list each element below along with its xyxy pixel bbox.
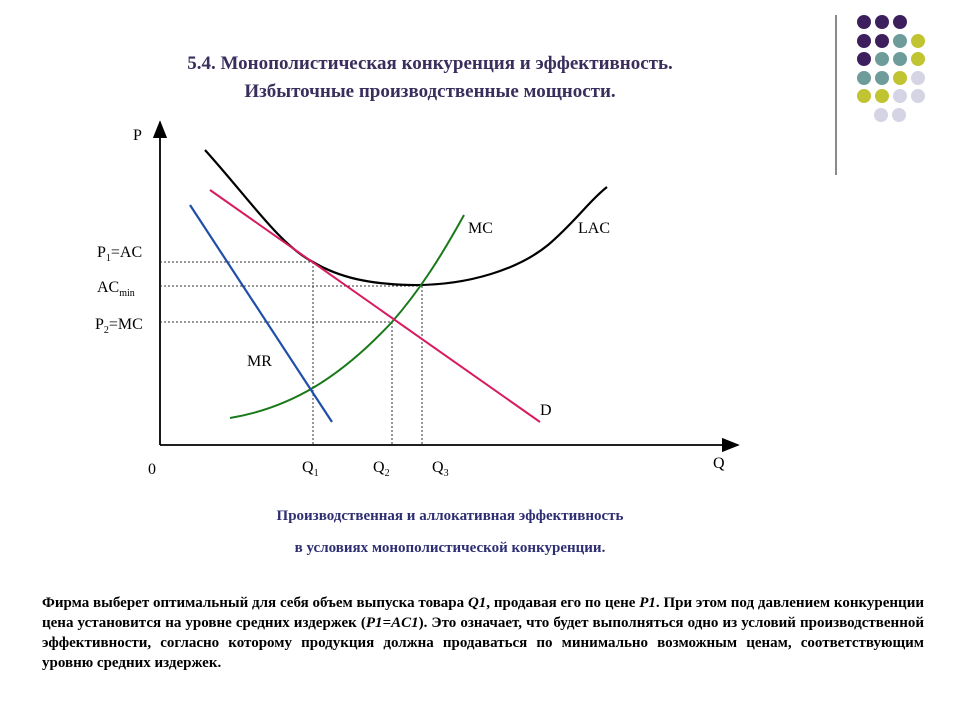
decorative-dot	[875, 52, 889, 66]
decorative-dot	[875, 15, 889, 29]
demand-label: D	[540, 402, 552, 419]
quantity-label-q2: Q2	[373, 459, 390, 479]
decorative-dot	[911, 70, 925, 85]
x-axis-label: Q	[713, 455, 725, 472]
decorative-dot	[911, 52, 925, 66]
paragraph-text-2: , продавая его по цене	[486, 595, 640, 611]
decorative-dot	[857, 33, 871, 48]
quantity-label-q3: Q3	[432, 459, 449, 479]
lac-curve	[204, 149, 608, 287]
origin-label: 0	[148, 461, 156, 478]
paragraph-text-3: . При этом под давлением конкуренции цен…	[42, 595, 924, 631]
decorative-dot	[857, 15, 871, 29]
decorative-dot	[874, 107, 888, 122]
decorative-dot	[893, 89, 907, 103]
decorative-dot	[857, 89, 871, 103]
decorative-dot	[857, 52, 871, 66]
demand-curve	[209, 189, 541, 423]
y-axis-label: P	[133, 127, 142, 144]
price-label-acmin: ACmin	[97, 279, 135, 299]
slide-title: 5.4. Монополистическая конкуренция и эфф…	[60, 50, 800, 106]
decorative-dot	[875, 33, 889, 48]
decorative-dot	[893, 33, 907, 48]
decorative-dot	[857, 70, 871, 85]
decorative-dot	[893, 70, 907, 85]
price-label-p2: P2=MC	[95, 316, 143, 336]
paragraph-p1ac1: P1=AC1	[365, 615, 419, 631]
mr-curve	[189, 204, 333, 423]
title-line-1: 5.4. Монополистическая конкуренция и эфф…	[187, 53, 673, 74]
price-label-p1: P1=AC	[97, 244, 142, 264]
caption-line-2: в условиях монополистической конкуренции…	[294, 540, 606, 556]
paragraph-q1: Q1	[467, 595, 487, 611]
decorative-dot	[892, 107, 906, 122]
decorative-divider	[835, 15, 837, 175]
quantity-label-q1: Q1	[302, 459, 319, 479]
paragraph-text-4: ). Это означает, что будет выполняться о…	[42, 615, 924, 671]
decorative-dot	[893, 52, 907, 66]
decorative-dot	[911, 89, 925, 103]
explanation-paragraph: Фирма выберет оптимальный для себя объем…	[42, 593, 924, 673]
lac-label: LAC	[578, 220, 610, 237]
mr-label: MR	[247, 353, 272, 370]
decorative-dot	[911, 33, 925, 48]
caption-line-1: Производственная и аллокативная эффектив…	[276, 508, 624, 524]
mc-curve	[229, 214, 465, 419]
paragraph-text-1: Фирма выберет оптимальный для себя объем…	[42, 595, 468, 611]
decorative-dot	[893, 15, 907, 29]
paragraph-p1: P1	[639, 595, 656, 611]
title-line-2: Избыточные производственные мощности.	[244, 81, 616, 102]
decorative-dot	[875, 89, 889, 103]
decorative-dot	[875, 70, 889, 85]
mc-label: MC	[468, 220, 493, 237]
